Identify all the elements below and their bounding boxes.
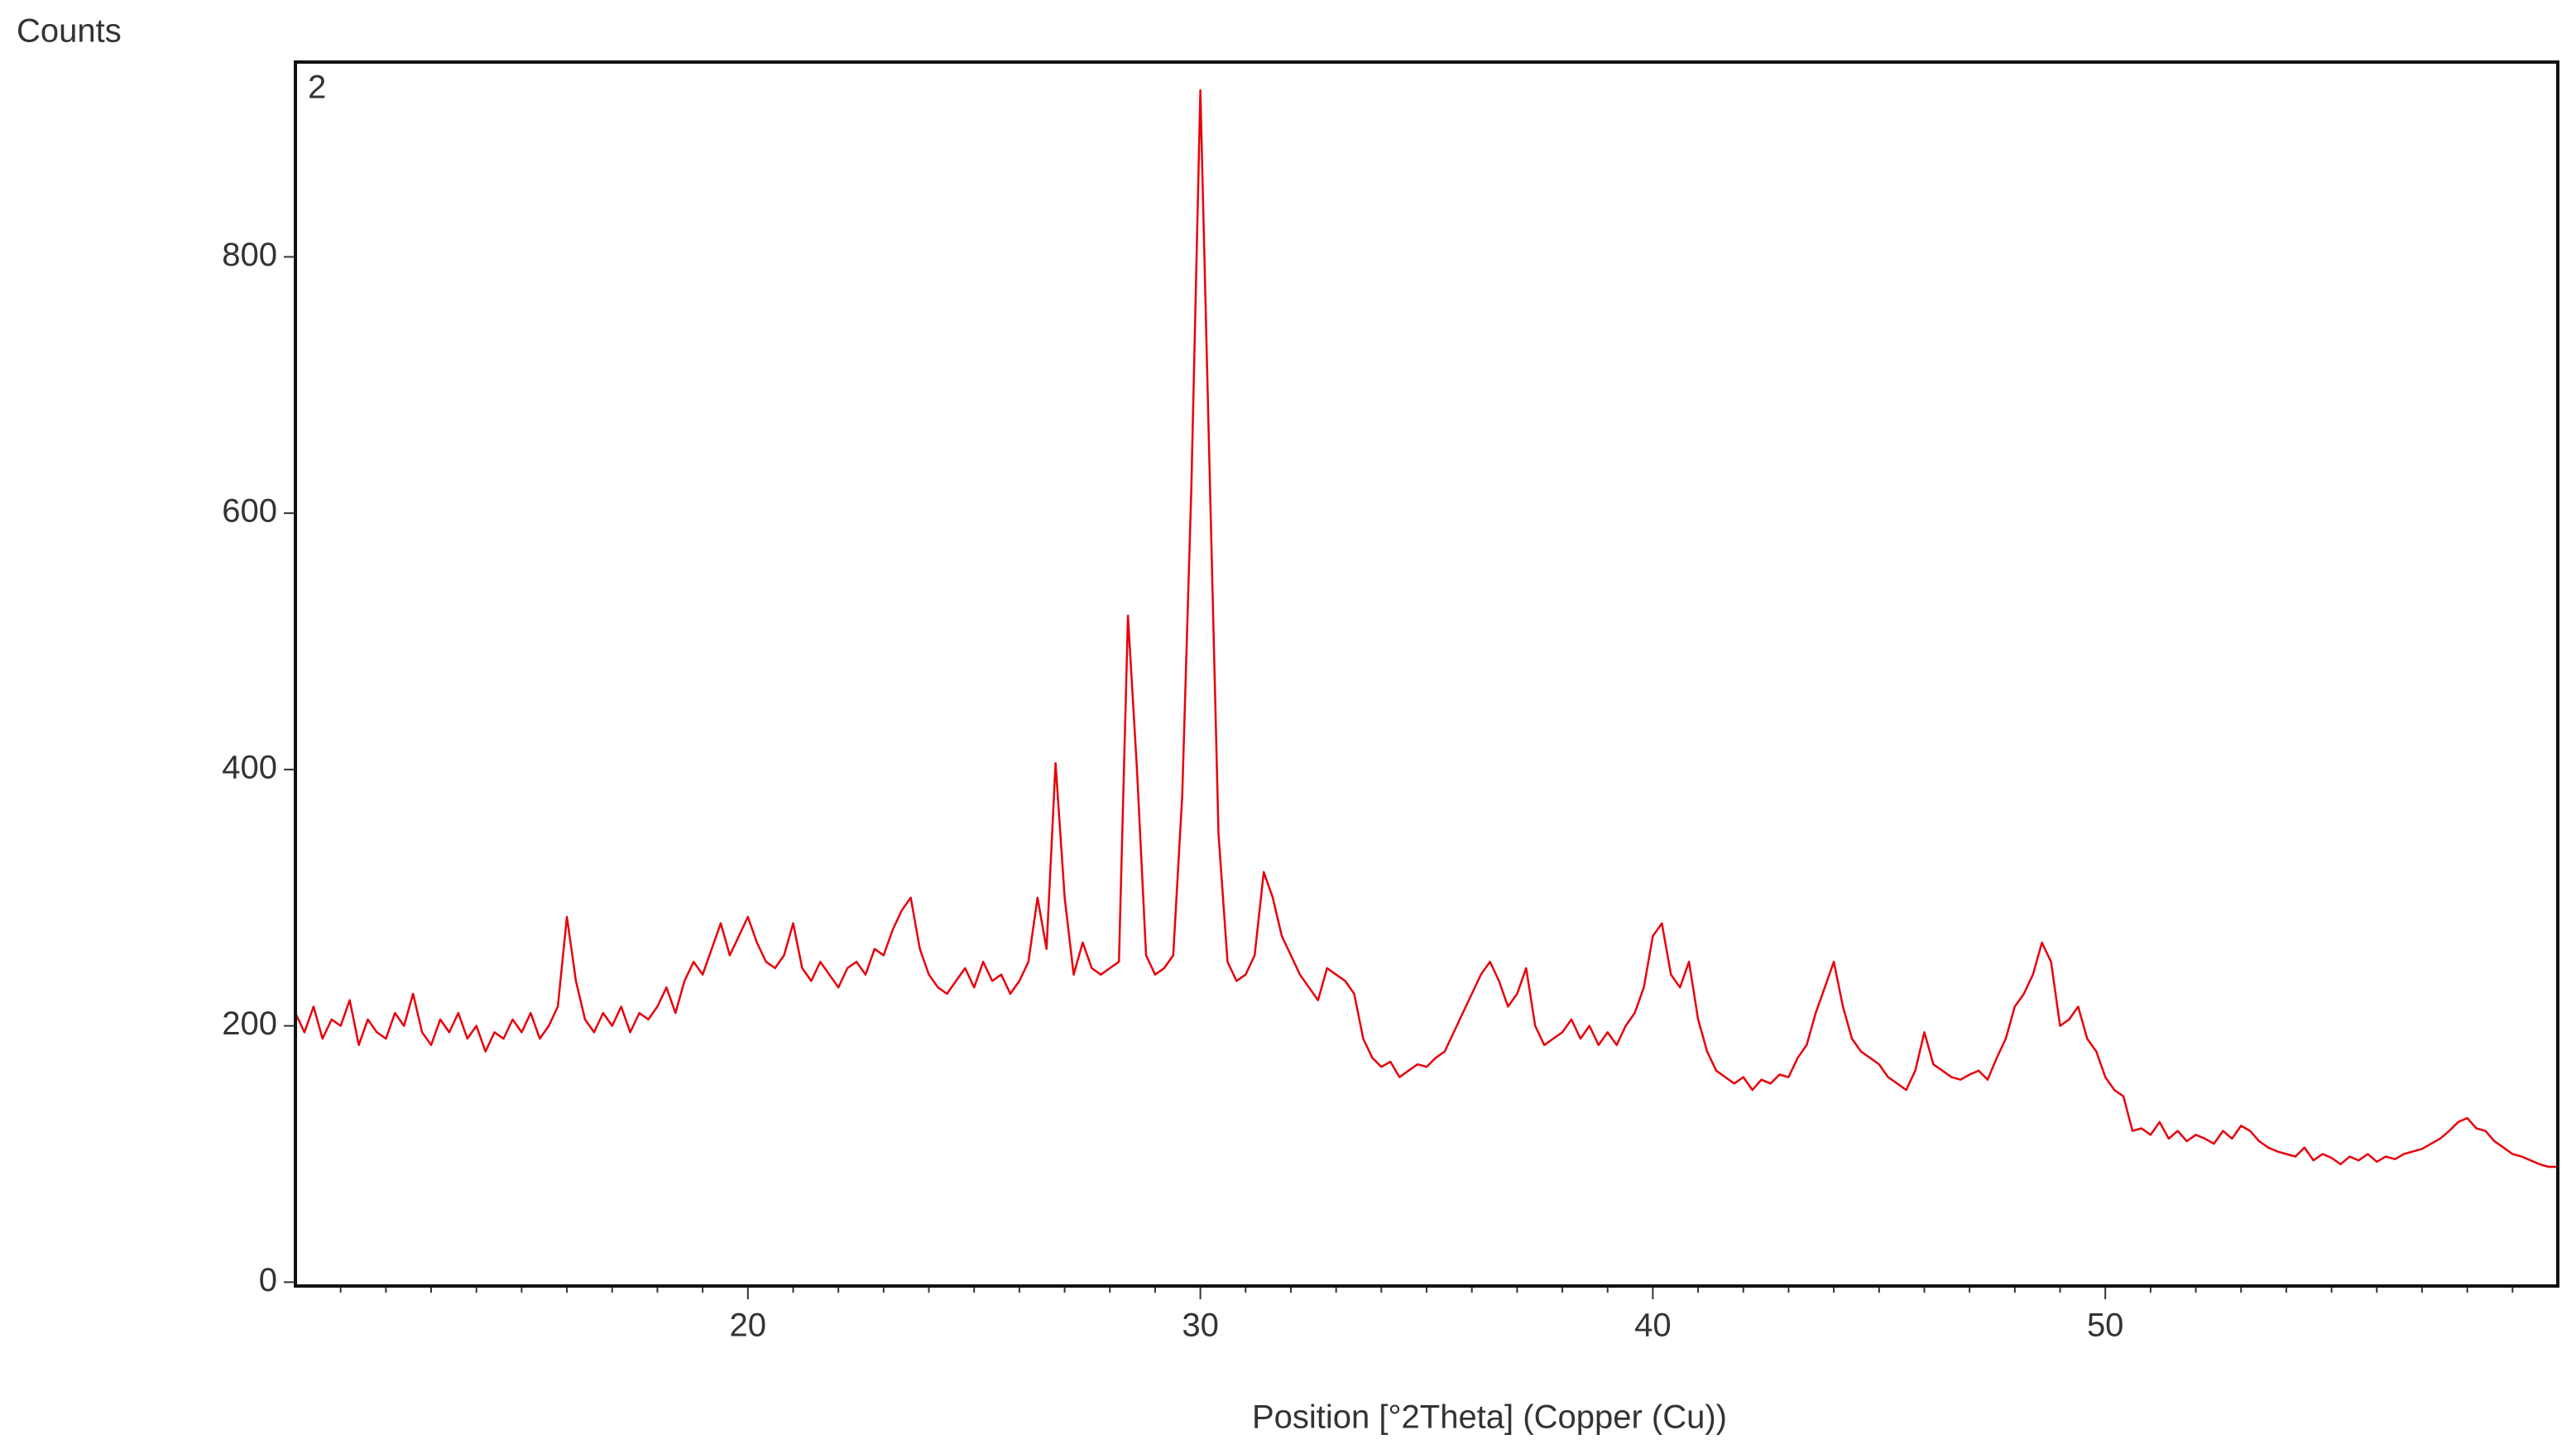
x-tick-label: 50 <box>2087 1308 2124 1344</box>
y-tick-label: 800 <box>222 237 277 273</box>
series-label: 2 <box>308 70 326 106</box>
x-tick-label: 30 <box>1182 1308 1219 1344</box>
data-line <box>294 89 2558 1168</box>
x-tick-label: 20 <box>730 1308 767 1344</box>
x-tick-label: 40 <box>1634 1308 1672 1344</box>
x-axis-title: Position [°2Theta] (Copper (Cu)) <box>1252 1399 1727 1436</box>
y-axis-title: Counts <box>17 13 122 50</box>
y-tick-label: 600 <box>222 493 277 530</box>
y-tick-label: 0 <box>259 1262 277 1298</box>
plot-frame <box>294 60 2559 1288</box>
y-tick-label: 400 <box>222 749 277 785</box>
y-tick-label: 200 <box>222 1005 277 1042</box>
